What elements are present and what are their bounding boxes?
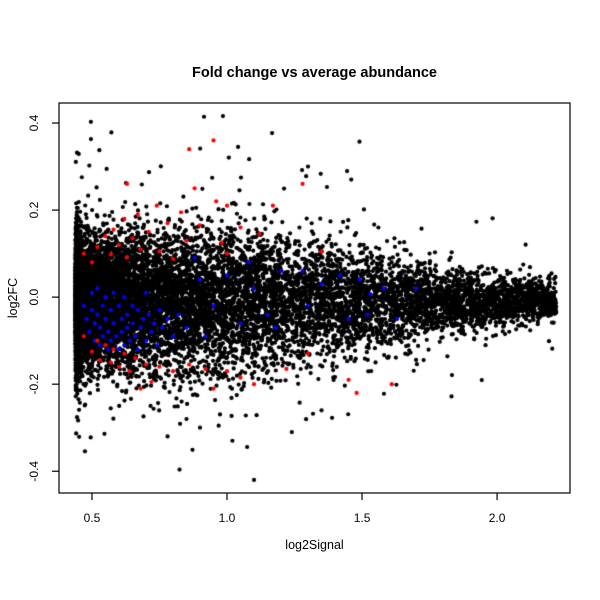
y-tick-label: -0.2 bbox=[27, 374, 41, 395]
x-tick-label: 1.5 bbox=[354, 511, 371, 525]
x-axis-ticks: 0.5 1.0 1.5 2.0 bbox=[84, 493, 506, 525]
y-tick-label: 0.4 bbox=[27, 114, 41, 131]
chart-title: Fold change vs average abundance bbox=[192, 65, 437, 81]
x-tick-label: 0.5 bbox=[84, 511, 101, 525]
y-tick-label: -0.4 bbox=[27, 461, 41, 482]
x-axis-label: log2Signal bbox=[285, 538, 343, 552]
x-tick-label: 2.0 bbox=[489, 511, 506, 525]
x-tick-label: 1.0 bbox=[219, 511, 236, 525]
y-axis-label: log2FC bbox=[6, 278, 20, 318]
y-tick-label: 0.2 bbox=[27, 201, 41, 218]
plot-box bbox=[58, 102, 571, 494]
y-tick-label: 0.0 bbox=[27, 288, 41, 305]
y-axis-ticks: -0.4 -0.2 0.0 0.2 0.4 bbox=[27, 114, 59, 482]
